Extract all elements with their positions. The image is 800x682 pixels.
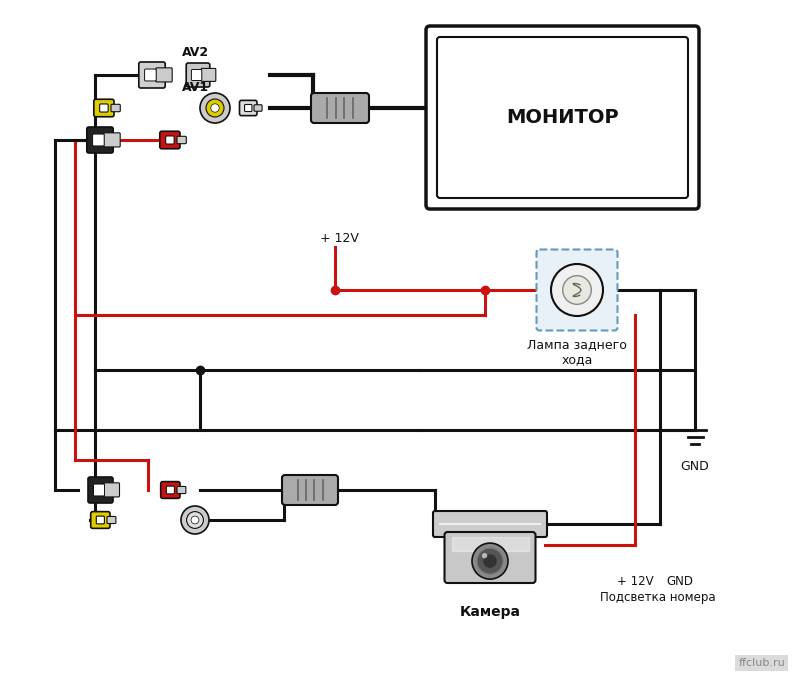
- FancyBboxPatch shape: [177, 486, 186, 494]
- FancyBboxPatch shape: [100, 104, 108, 112]
- Text: AV1: AV1: [182, 81, 209, 94]
- FancyBboxPatch shape: [161, 481, 180, 499]
- FancyBboxPatch shape: [104, 133, 120, 147]
- Circle shape: [483, 554, 498, 568]
- FancyBboxPatch shape: [254, 105, 262, 111]
- Circle shape: [206, 99, 224, 117]
- FancyBboxPatch shape: [139, 62, 166, 88]
- FancyBboxPatch shape: [426, 26, 699, 209]
- FancyBboxPatch shape: [94, 484, 105, 496]
- FancyBboxPatch shape: [86, 127, 114, 153]
- FancyBboxPatch shape: [90, 512, 110, 529]
- Circle shape: [562, 276, 591, 304]
- Circle shape: [200, 93, 230, 123]
- Text: Лампа заднего
хода: Лампа заднего хода: [527, 338, 627, 366]
- FancyBboxPatch shape: [202, 68, 216, 81]
- FancyBboxPatch shape: [537, 250, 618, 331]
- FancyBboxPatch shape: [156, 68, 172, 82]
- FancyBboxPatch shape: [282, 475, 338, 505]
- FancyBboxPatch shape: [445, 532, 535, 583]
- FancyBboxPatch shape: [94, 100, 114, 117]
- FancyBboxPatch shape: [437, 37, 688, 198]
- FancyBboxPatch shape: [111, 104, 120, 112]
- FancyBboxPatch shape: [104, 483, 119, 497]
- FancyBboxPatch shape: [245, 104, 252, 112]
- FancyBboxPatch shape: [93, 134, 104, 146]
- FancyBboxPatch shape: [186, 63, 210, 87]
- FancyBboxPatch shape: [107, 516, 116, 524]
- FancyBboxPatch shape: [160, 131, 180, 149]
- FancyBboxPatch shape: [96, 516, 105, 524]
- Text: + 12V: + 12V: [320, 232, 359, 245]
- Text: GND: GND: [681, 460, 710, 473]
- Text: GND: GND: [666, 575, 694, 588]
- FancyBboxPatch shape: [433, 511, 547, 537]
- FancyBboxPatch shape: [166, 136, 174, 144]
- FancyBboxPatch shape: [191, 70, 202, 80]
- FancyBboxPatch shape: [239, 100, 257, 116]
- FancyBboxPatch shape: [311, 93, 369, 123]
- Text: ffclub.ru: ffclub.ru: [738, 658, 785, 668]
- Text: Подсветка номера: Подсветка номера: [600, 591, 715, 604]
- FancyBboxPatch shape: [88, 477, 113, 503]
- Text: + 12V: + 12V: [617, 575, 654, 588]
- Circle shape: [472, 543, 508, 579]
- Circle shape: [477, 548, 503, 574]
- Circle shape: [191, 516, 199, 524]
- FancyBboxPatch shape: [145, 69, 156, 81]
- Circle shape: [181, 506, 209, 534]
- Text: МОНИТОР: МОНИТОР: [506, 108, 619, 127]
- Circle shape: [186, 512, 203, 529]
- FancyBboxPatch shape: [177, 136, 186, 144]
- Circle shape: [482, 553, 487, 559]
- Circle shape: [210, 104, 219, 113]
- Circle shape: [551, 264, 603, 316]
- Text: Камера: Камера: [459, 605, 521, 619]
- Text: AV2: AV2: [182, 46, 209, 59]
- FancyBboxPatch shape: [166, 486, 174, 494]
